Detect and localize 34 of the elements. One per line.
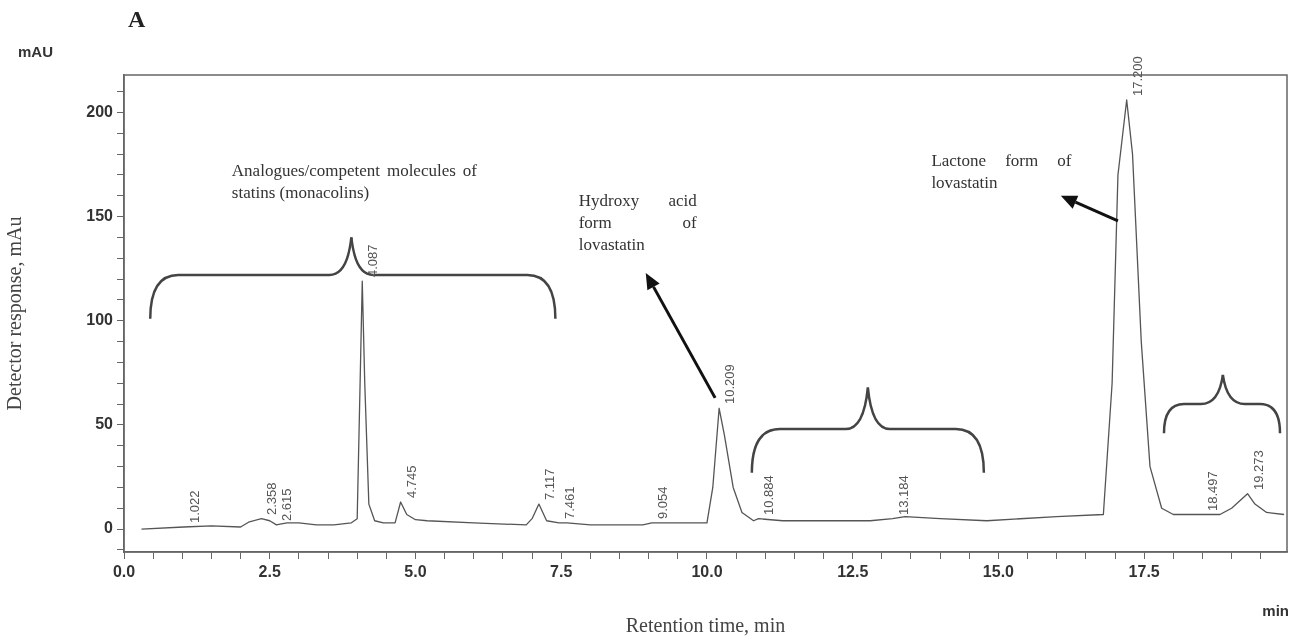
x-tick-label: 5.0 bbox=[404, 563, 427, 581]
annotation: Lactone form of lovastatin bbox=[931, 150, 1072, 194]
annotation: 7.461 bbox=[561, 486, 577, 519]
annotation: 18.497 bbox=[1205, 470, 1221, 511]
x-tick-label: 10.0 bbox=[691, 563, 723, 581]
annotation: 19.273 bbox=[1250, 449, 1266, 490]
x-tick-label: 17.5 bbox=[1128, 563, 1160, 581]
x-tick-label: 2.5 bbox=[258, 563, 281, 581]
y-tick-label: 100 bbox=[86, 311, 114, 329]
chart-title: A bbox=[128, 6, 146, 33]
annotation: 9.054 bbox=[654, 486, 670, 519]
x-tick-label: 15.0 bbox=[982, 563, 1015, 581]
y-tick-label: 150 bbox=[86, 207, 114, 225]
y-tick-label: 200 bbox=[86, 102, 114, 120]
text: min bbox=[1262, 602, 1289, 619]
y-tick-label: 0 bbox=[104, 519, 114, 537]
annotation: 10.884 bbox=[761, 474, 777, 515]
x-tick-label: 7.5 bbox=[550, 563, 573, 581]
text: mAU bbox=[18, 43, 54, 60]
x-tick-label: 0.0 bbox=[112, 563, 136, 581]
annotation: 7.117 bbox=[541, 468, 557, 501]
annotation: Analogues/competent molecules of statins (monacolins) bbox=[231, 160, 477, 205]
annotation: 17.200 bbox=[1129, 56, 1145, 96]
annotation: 2.358 bbox=[264, 482, 280, 515]
annotation: 2.615 bbox=[279, 488, 295, 521]
annotation: 4.745 bbox=[403, 465, 419, 498]
y-axis-title: Detector response, mAu bbox=[3, 216, 27, 411]
x-axis-title: Retention time, min bbox=[625, 614, 786, 637]
annotation: 13.184 bbox=[895, 474, 911, 515]
annotation: Hydroxy acid form of lovastatin bbox=[578, 189, 697, 256]
y-tick-label: 50 bbox=[95, 415, 114, 433]
annotation: 1.022 bbox=[186, 490, 202, 523]
x-tick-label: 12.5 bbox=[837, 563, 869, 581]
annotation: 10.209 bbox=[722, 364, 738, 405]
